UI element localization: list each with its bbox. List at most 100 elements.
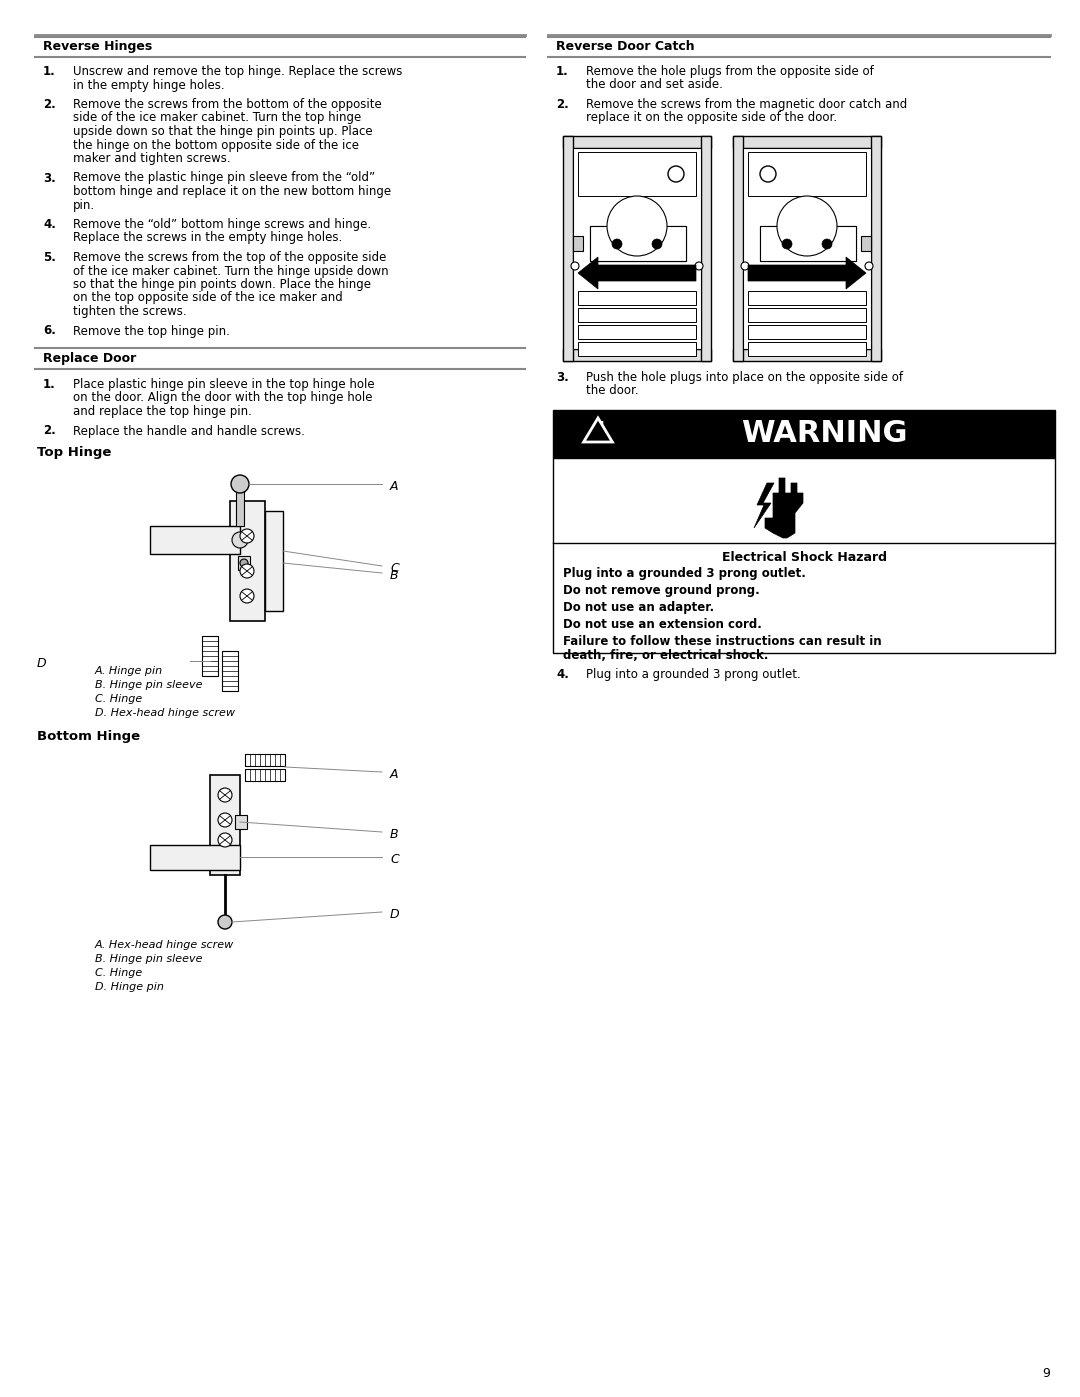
Polygon shape (265, 511, 283, 610)
Text: Place plastic hinge pin sleeve in the top hinge hole: Place plastic hinge pin sleeve in the to… (73, 379, 375, 391)
Polygon shape (760, 226, 856, 261)
Text: on the top opposite side of the ice maker and: on the top opposite side of the ice make… (73, 292, 342, 305)
Polygon shape (733, 349, 881, 360)
Text: pin.: pin. (73, 198, 95, 211)
Polygon shape (748, 152, 866, 196)
Text: Remove the screws from the magnetic door catch and: Remove the screws from the magnetic door… (586, 98, 907, 110)
Circle shape (240, 564, 254, 578)
Polygon shape (733, 136, 881, 148)
Text: Remove the top hinge pin.: Remove the top hinge pin. (73, 324, 230, 338)
Polygon shape (578, 291, 696, 305)
Text: Do not remove ground prong.: Do not remove ground prong. (563, 584, 759, 597)
Polygon shape (235, 814, 247, 828)
Polygon shape (578, 257, 696, 289)
Circle shape (652, 239, 662, 249)
Text: B: B (390, 569, 399, 583)
Polygon shape (237, 483, 244, 527)
Polygon shape (563, 136, 573, 360)
Text: C. Hinge: C. Hinge (95, 694, 143, 704)
Polygon shape (748, 257, 866, 289)
Polygon shape (743, 148, 870, 349)
Polygon shape (553, 458, 1055, 652)
Polygon shape (733, 136, 743, 360)
Polygon shape (230, 502, 265, 622)
Text: Remove the plastic hinge pin sleeve from the “old”: Remove the plastic hinge pin sleeve from… (73, 172, 375, 184)
Polygon shape (765, 478, 804, 538)
Polygon shape (245, 754, 285, 766)
Text: Remove the hole plugs from the opposite side of: Remove the hole plugs from the opposite … (586, 66, 874, 78)
Text: D. Hex-head hinge screw: D. Hex-head hinge screw (95, 708, 235, 718)
Circle shape (240, 590, 254, 604)
Text: A. Hinge pin: A. Hinge pin (95, 666, 163, 676)
Text: Remove the screws from the bottom of the opposite: Remove the screws from the bottom of the… (73, 98, 381, 110)
Polygon shape (748, 342, 866, 356)
Text: 9: 9 (1042, 1368, 1050, 1380)
Polygon shape (748, 307, 866, 321)
Circle shape (240, 559, 248, 567)
Circle shape (865, 263, 873, 270)
Text: Push the hole plugs into place on the opposite side of: Push the hole plugs into place on the op… (586, 372, 903, 384)
Text: 1.: 1. (43, 66, 56, 78)
Circle shape (669, 166, 684, 182)
Text: of the ice maker cabinet. Turn the hinge upside down: of the ice maker cabinet. Turn the hinge… (73, 264, 389, 278)
Text: 2.: 2. (43, 98, 56, 110)
Circle shape (218, 915, 232, 929)
Text: 3.: 3. (556, 372, 569, 384)
Text: side of the ice maker cabinet. Turn the top hinge: side of the ice maker cabinet. Turn the … (73, 112, 361, 124)
Text: Replace the screws in the empty hinge holes.: Replace the screws in the empty hinge ho… (73, 232, 342, 244)
Text: 5.: 5. (43, 251, 56, 264)
Text: D: D (37, 657, 46, 671)
Text: B: B (390, 828, 399, 841)
Circle shape (741, 263, 750, 270)
Text: in the empty hinge holes.: in the empty hinge holes. (73, 78, 225, 91)
Text: Replace the handle and handle screws.: Replace the handle and handle screws. (73, 425, 305, 437)
Text: C: C (390, 854, 399, 866)
Text: Electrical Shock Hazard: Electrical Shock Hazard (721, 550, 887, 564)
Text: Remove the screws from the top of the opposite side: Remove the screws from the top of the op… (73, 251, 387, 264)
Polygon shape (150, 845, 240, 870)
Circle shape (218, 813, 232, 827)
Text: the hinge on the bottom opposite side of the ice: the hinge on the bottom opposite side of… (73, 138, 359, 151)
Polygon shape (210, 775, 240, 875)
Circle shape (232, 532, 248, 548)
Polygon shape (590, 226, 686, 261)
Text: the door and set aside.: the door and set aside. (586, 78, 723, 91)
Circle shape (782, 239, 792, 249)
Polygon shape (583, 418, 612, 441)
Circle shape (822, 239, 832, 249)
Text: D. Hinge pin: D. Hinge pin (95, 982, 164, 992)
Text: 3.: 3. (43, 172, 56, 184)
Text: the door.: the door. (586, 384, 638, 398)
Text: replace it on the opposite side of the door.: replace it on the opposite side of the d… (586, 112, 837, 124)
Polygon shape (563, 136, 711, 148)
Text: Replace Door: Replace Door (43, 352, 136, 365)
Text: Reverse Door Catch: Reverse Door Catch (556, 41, 694, 53)
Text: Plug into a grounded 3 prong outlet.: Plug into a grounded 3 prong outlet. (586, 668, 800, 680)
Polygon shape (748, 291, 866, 305)
Polygon shape (760, 226, 856, 261)
Polygon shape (238, 556, 249, 570)
Text: C. Hinge: C. Hinge (95, 968, 143, 978)
Text: 1.: 1. (43, 379, 56, 391)
Circle shape (607, 196, 667, 256)
Polygon shape (748, 326, 866, 339)
Polygon shape (578, 342, 696, 356)
Circle shape (696, 263, 703, 270)
Text: B. Hinge pin sleeve: B. Hinge pin sleeve (95, 954, 203, 964)
Text: Do not use an extension cord.: Do not use an extension cord. (563, 617, 761, 631)
Circle shape (777, 196, 837, 256)
Text: 4.: 4. (43, 218, 56, 231)
Polygon shape (553, 409, 1055, 458)
Polygon shape (590, 226, 686, 261)
Text: C: C (390, 562, 399, 576)
Text: Do not use an adapter.: Do not use an adapter. (563, 601, 714, 615)
Polygon shape (573, 236, 583, 251)
Text: D: D (390, 908, 400, 921)
Text: Failure to follow these instructions can result in: Failure to follow these instructions can… (563, 636, 881, 648)
Circle shape (760, 166, 777, 182)
Text: tighten the screws.: tighten the screws. (73, 305, 187, 319)
Text: Reverse Hinges: Reverse Hinges (43, 41, 152, 53)
Text: maker and tighten screws.: maker and tighten screws. (73, 152, 231, 165)
Text: 2.: 2. (556, 98, 569, 110)
Text: Bottom Hinge: Bottom Hinge (37, 731, 140, 743)
